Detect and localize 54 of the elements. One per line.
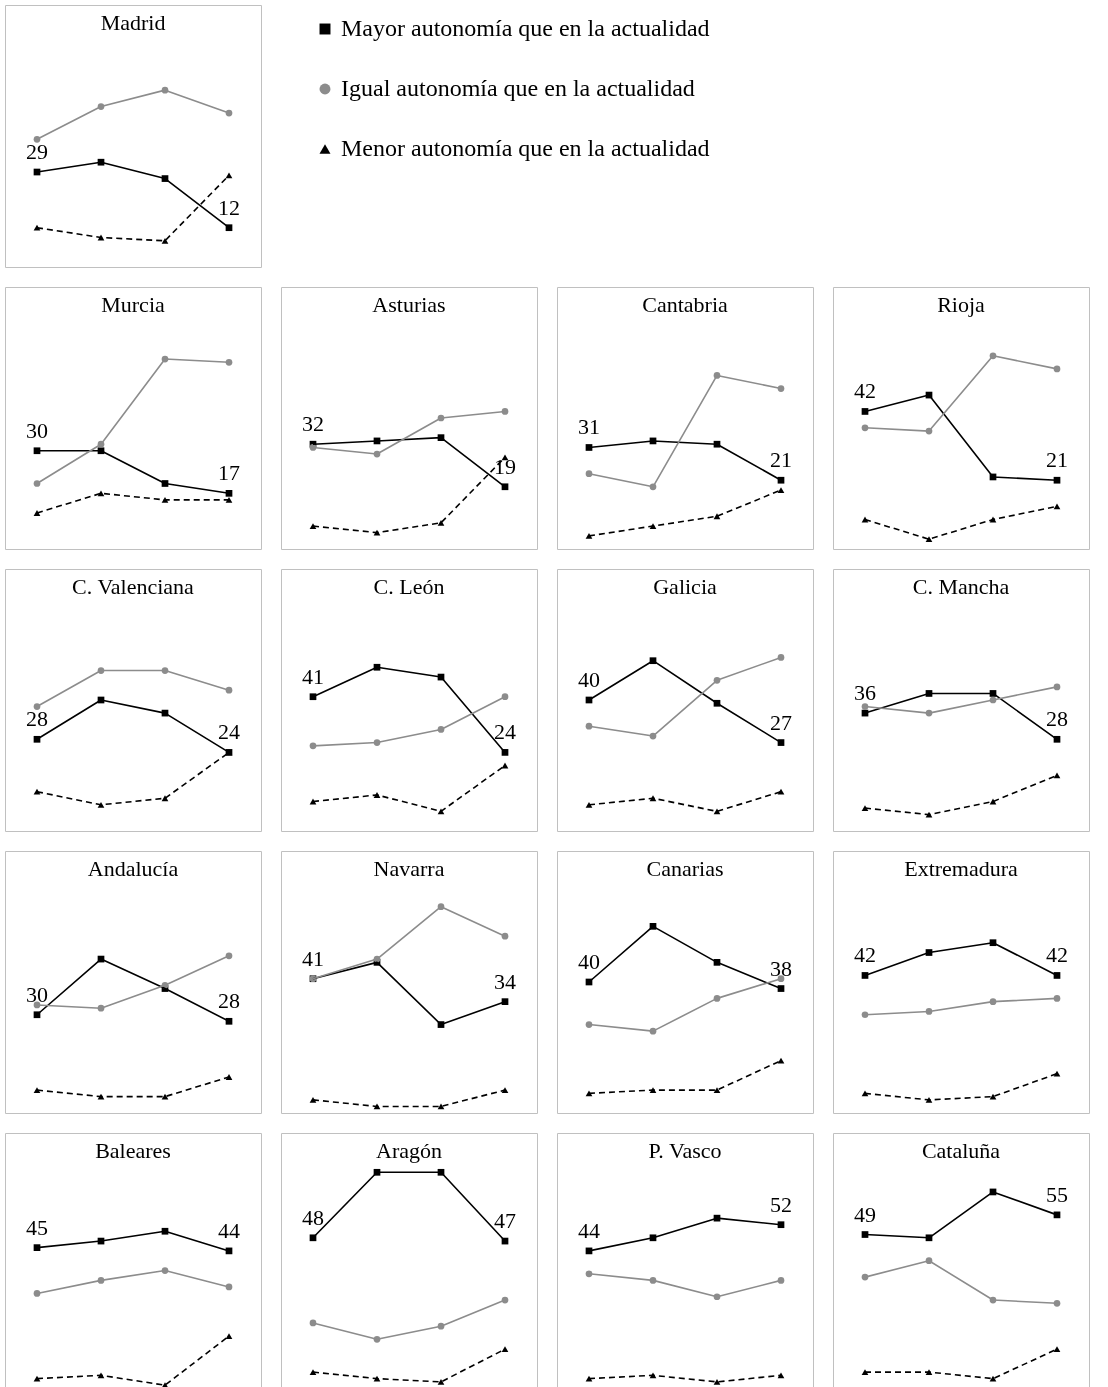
chart-title: C. León: [373, 574, 445, 599]
chart-title: Cataluña: [921, 1138, 1001, 1163]
data-label: 42: [854, 942, 876, 968]
chart-title: Asturias: [372, 292, 446, 317]
data-label: 42: [1046, 942, 1068, 968]
data-label: 38: [770, 955, 792, 981]
data-label: 19: [494, 453, 516, 479]
data-label: 40: [578, 949, 600, 974]
chart-title: Galicia: [653, 574, 717, 599]
data-label: 24: [494, 719, 516, 745]
data-label: 44: [578, 1217, 600, 1243]
data-label: 30: [26, 981, 48, 1007]
data-label: 28: [218, 988, 240, 1014]
data-label: 24: [218, 719, 240, 745]
data-label: 17: [218, 460, 240, 486]
data-label: 55: [1046, 1181, 1068, 1207]
data-label: 32: [302, 411, 324, 437]
legend-label: Mayor autonomía que en la actualidad: [341, 15, 710, 41]
data-label: 12: [218, 194, 240, 220]
chart-title: Madrid: [100, 10, 166, 35]
chart-title: Aragón: [376, 1138, 442, 1163]
data-label: 45: [26, 1214, 48, 1240]
data-label: 44: [218, 1217, 240, 1243]
data-label: 40: [578, 667, 600, 692]
chart-title: Andalucía: [87, 856, 179, 881]
chart-title: Canarias: [646, 856, 724, 881]
chart-title: Cantabria: [642, 292, 728, 317]
chart-title: C. Valenciana: [72, 574, 195, 599]
data-label: 34: [494, 968, 516, 994]
data-label: 42: [854, 378, 876, 404]
data-label: 36: [854, 680, 876, 706]
data-label: 28: [26, 706, 48, 732]
chart-title: Rioja: [937, 292, 986, 317]
data-label: 52: [770, 1191, 792, 1217]
data-label: 21: [1046, 447, 1068, 473]
data-label: 41: [302, 945, 324, 971]
data-label: 41: [302, 663, 324, 689]
data-label: 31: [578, 414, 600, 440]
data-label: 28: [1046, 706, 1068, 732]
data-label: 29: [26, 139, 48, 165]
data-label: 30: [26, 417, 48, 443]
chart-title: Navarra: [373, 856, 445, 881]
chart-title: C. Mancha: [912, 574, 1010, 599]
legend-label: Igual autonomía que en la actualidad: [341, 75, 695, 101]
chart-title: P. Vasco: [648, 1138, 722, 1163]
data-label: 49: [854, 1201, 876, 1227]
data-label: 47: [494, 1208, 516, 1234]
legend-label: Menor autonomía que en la actualidad: [341, 135, 710, 161]
chart-title: Murcia: [101, 292, 165, 317]
data-label: 21: [770, 447, 792, 473]
chart-title: Extremadura: [904, 856, 1019, 881]
data-label: 48: [302, 1204, 324, 1230]
chart-title: Baleares: [95, 1138, 171, 1163]
data-label: 27: [770, 709, 792, 735]
